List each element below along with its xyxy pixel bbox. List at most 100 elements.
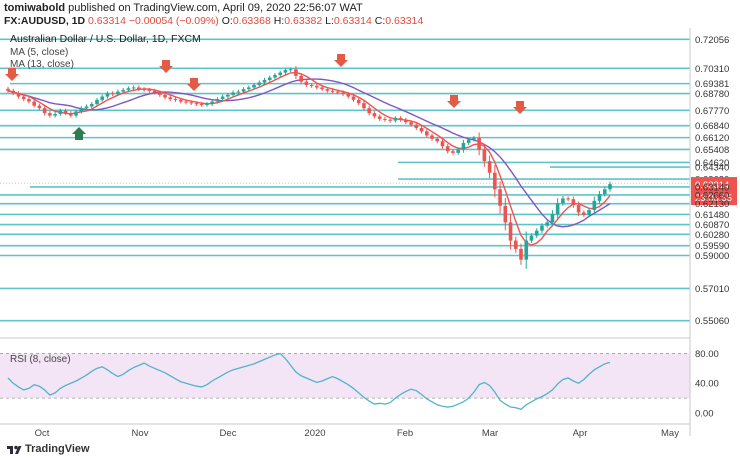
- price-tick-label: 0.66840: [695, 121, 729, 132]
- chart-title: Australian Dollar / U.S. Dollar, 1D, FXC…: [10, 33, 201, 45]
- candle: [158, 92, 162, 95]
- candle: [63, 110, 68, 114]
- countdown-label: 23:03:55: [695, 193, 732, 204]
- ma13-legend[interactable]: MA (13, close): [10, 59, 74, 70]
- candle: [27, 99, 31, 102]
- candle: [383, 118, 387, 120]
- candle: [561, 198, 565, 204]
- candle: [351, 96, 356, 100]
- candle: [194, 103, 199, 105]
- price-chart[interactable]: 80.00 40.00 0.00 0.72056 0.70310 0.693810.68…: [0, 28, 740, 439]
- last-price: 0.63314: [88, 15, 126, 27]
- candle: [226, 94, 230, 97]
- candle: [262, 80, 267, 83]
- price-tick-label: 0.60870: [695, 220, 729, 231]
- ma5-legend[interactable]: MA (5, close): [10, 47, 68, 58]
- sell-arrow-icon: [513, 101, 527, 114]
- candle: [304, 81, 309, 85]
- price-change: −0.00054 (−0.09%): [128, 15, 219, 27]
- candle: [126, 88, 131, 90]
- time-tick-label: Dec: [220, 428, 237, 438]
- candle: [466, 139, 471, 143]
- candle: [576, 205, 581, 213]
- candle: [152, 90, 157, 93]
- brand-name[interactable]: TradingView: [25, 443, 90, 455]
- sell-arrow-icon: [159, 60, 173, 73]
- time-tick-label: Oct: [35, 428, 50, 438]
- price-tick-label: 0.60280: [695, 230, 729, 241]
- candle: [121, 89, 125, 92]
- candle: [84, 106, 89, 109]
- candle: [534, 230, 539, 236]
- rsi-band: [0, 353, 690, 399]
- sell-arrow-icon: [334, 54, 348, 67]
- chart-area[interactable]: 80.00 40.00 0.00 0.72056 0.70310 0.69381 0.68…: [0, 28, 740, 439]
- candle: [16, 93, 21, 97]
- candle: [231, 92, 235, 95]
- candle: [377, 116, 382, 119]
- candle: [545, 222, 549, 226]
- candle: [498, 189, 502, 206]
- candle: [53, 113, 57, 116]
- rsi-tick-label: 80.00: [695, 349, 719, 360]
- candle: [404, 119, 408, 123]
- open-value: 0.63368: [232, 15, 271, 27]
- candle: [435, 138, 440, 142]
- candle: [482, 149, 487, 162]
- last-price-tag: [691, 177, 737, 206]
- candle: [273, 75, 277, 78]
- buy-arrow-icon: [72, 127, 86, 140]
- price-tick-label: 0.62130: [695, 199, 729, 210]
- candle: [325, 89, 330, 91]
- candle: [89, 104, 94, 107]
- price-tick-label: 0.59590: [695, 241, 729, 252]
- time-tick-label: Apr: [573, 428, 588, 438]
- candle: [524, 240, 529, 260]
- candle: [550, 214, 555, 223]
- candle: [503, 205, 508, 223]
- close-value: 0.63314: [385, 15, 424, 27]
- time-tick-label: 2020: [304, 428, 325, 438]
- candle: [105, 93, 110, 97]
- candle: [592, 200, 597, 210]
- ma13-line: [7, 78, 611, 228]
- price-tick-label: 0.64340: [695, 163, 729, 174]
- time-tick-label: Feb: [397, 428, 413, 438]
- candle: [388, 119, 392, 121]
- candle: [456, 149, 460, 153]
- candle: [116, 91, 120, 95]
- candle: [477, 137, 481, 150]
- price-tick-label: 0.68780: [695, 89, 729, 100]
- candle: [566, 198, 570, 200]
- candle: [142, 89, 146, 91]
- time-tick-label: Nov: [132, 428, 149, 438]
- candle: [278, 72, 283, 76]
- candle: [220, 96, 225, 100]
- price-tick-label: 0.59000: [695, 251, 729, 262]
- sell-arrow-icon: [187, 78, 201, 91]
- price-tick-label: 0.64620: [695, 158, 729, 169]
- price-tick-label: 0.62660: [695, 190, 729, 201]
- rsi-tick-label: 40.00: [695, 379, 719, 390]
- sell-arrow-icon: [5, 68, 19, 81]
- candle: [236, 91, 241, 93]
- candle: [362, 103, 366, 109]
- time-tick-label: Mar: [482, 428, 498, 438]
- candle: [131, 87, 136, 89]
- rsi-legend[interactable]: RSI (8, close): [10, 354, 71, 365]
- time-tick-label: May: [661, 428, 679, 438]
- candle: [58, 110, 63, 114]
- candle: [215, 99, 220, 102]
- price-tick-label: 0.70310: [695, 64, 729, 75]
- candle: [367, 108, 371, 114]
- publisher-name[interactable]: tomiwabold: [4, 2, 66, 14]
- candle: [440, 141, 445, 147]
- candle: [309, 84, 314, 86]
- candle: [409, 122, 413, 125]
- candle: [42, 108, 47, 114]
- rsi-tick-label: 0.00: [695, 409, 714, 420]
- candle: [414, 124, 419, 129]
- price-tick-label: 0.65408: [695, 145, 729, 156]
- candle: [587, 209, 591, 215]
- candle: [100, 96, 105, 100]
